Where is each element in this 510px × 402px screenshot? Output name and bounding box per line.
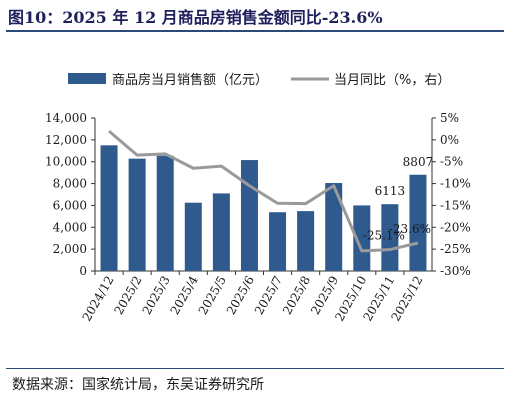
left-axis-tick-label: 4,000 (53, 220, 87, 234)
right-axis-tick-label: -10% (440, 177, 471, 191)
title-divider (6, 30, 504, 32)
bar (212, 193, 230, 271)
bar (184, 202, 202, 271)
data-label: -25.1% (363, 229, 405, 243)
data-label: -23.6% (389, 222, 431, 236)
bar (156, 155, 174, 271)
right-axis-tick-label: -15% (440, 198, 471, 212)
left-axis-tick-label: 2,000 (53, 242, 87, 256)
yoy-line (108, 129, 419, 253)
legend-line-label: 当月同比（%，右） (334, 73, 450, 88)
left-axis-tick-label: 6,000 (53, 198, 87, 212)
footer-divider (6, 368, 504, 369)
bar (269, 212, 287, 271)
left-axis-tick-label: 14,000 (45, 111, 87, 125)
bar (297, 211, 315, 271)
bar (240, 160, 258, 271)
legend: 商品房当月销售额（亿元） 当月同比（%，右） (68, 72, 450, 88)
bar (353, 205, 371, 271)
chart-title: 图10：2025 年 12 月商品房销售金额同比-23.6% (8, 8, 383, 27)
right-axis-tick-label: -30% (440, 264, 471, 278)
data-label: 6113 (375, 184, 406, 198)
left-axis-tick-label: 10,000 (45, 155, 87, 169)
legend-bar-label: 商品房当月销售额（亿元） (112, 72, 268, 88)
data-label: 8807 (403, 155, 434, 169)
right-axis-tick-label: -25% (440, 242, 471, 256)
left-axis-tick-label: 12,000 (45, 133, 87, 147)
source-note: 数据来源：国家统计局，东吴证券研究所 (12, 377, 264, 393)
bar (381, 204, 399, 271)
left-axis-tick-label: 0 (79, 264, 87, 278)
right-axis-tick-label: -20% (440, 220, 471, 234)
line-series (108, 129, 419, 253)
right-axis-tick-label: 0% (440, 133, 459, 147)
right-axis-tick-label: 5% (440, 111, 459, 125)
bar (100, 145, 118, 271)
data-labels: 8807 6113 -23.6%-25.1% (363, 155, 433, 243)
left-axis-tick-label: 8,000 (53, 177, 87, 191)
x-axis-tick-label: 2024/12 (80, 274, 117, 324)
bar-series (100, 145, 427, 271)
bar (325, 183, 343, 271)
bar (409, 174, 427, 271)
bar (128, 158, 146, 271)
legend-bar-swatch (68, 73, 106, 84)
right-axis-tick-label: -5% (440, 155, 463, 169)
